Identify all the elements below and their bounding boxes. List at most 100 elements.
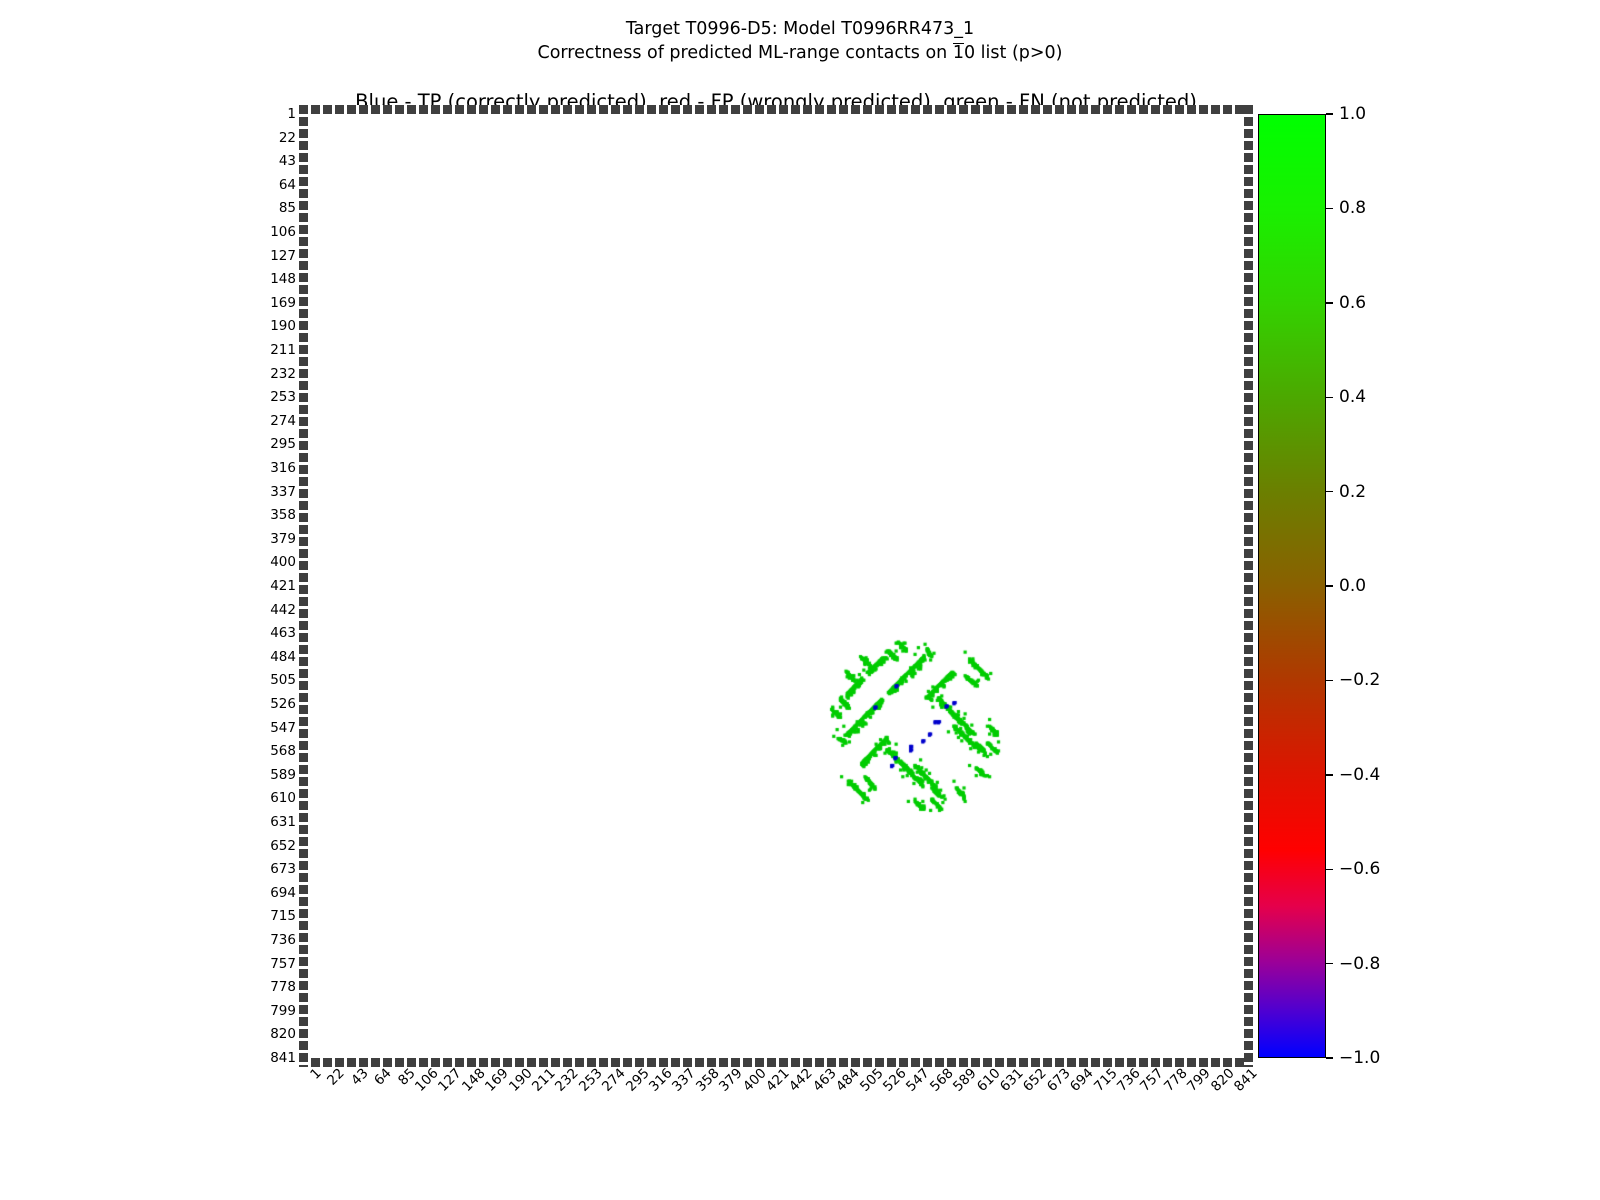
y-axis-tick-label: 421 — [270, 578, 296, 594]
x-axis-tick-label: 274 — [599, 1065, 629, 1095]
colorbar-tick-label: 0.8 — [1339, 198, 1367, 219]
y-axis-tick-label: 295 — [270, 436, 296, 453]
colorbar-tick-label: 0.6 — [1339, 292, 1367, 313]
y-axis-tick-label: 736 — [270, 932, 296, 948]
y-axis-tick-label: 631 — [270, 814, 296, 830]
x-axis-tick-label: 505 — [856, 1065, 887, 1095]
x-axis-tick-label: 820 — [1207, 1065, 1238, 1095]
y-axis-tick-label: 400 — [270, 554, 296, 571]
colorbar-tick-label: −0.4 — [1339, 764, 1381, 785]
y-axis-tick-label: 253 — [270, 389, 296, 406]
y-axis-tick-label: 778 — [270, 979, 296, 996]
x-axis-tick-label: 778 — [1160, 1065, 1191, 1095]
x-axis-tick-label: 568 — [926, 1065, 957, 1095]
figure-title-line-2: Correctness of predicted ML-range contac… — [0, 42, 1600, 66]
contact-map-canvas — [308, 114, 1244, 1058]
x-axis-tick-label: 484 — [833, 1065, 863, 1095]
y-axis-tick-label: 127 — [270, 247, 296, 264]
axis-spine-right — [1244, 105, 1253, 1067]
colorbar-tick-label: 0.4 — [1339, 387, 1367, 408]
colorbar-tick-mark — [1326, 207, 1333, 210]
colorbar-tick-mark — [1326, 962, 1333, 965]
x-axis-tick-label: 232 — [552, 1065, 582, 1095]
colorbar-tick-mark — [1326, 113, 1333, 115]
x-axis-tick-label: 652 — [1020, 1065, 1050, 1095]
colorbar: 1.0 0.8 0.6 0.4 0.2 0.0 −0.2 −0.4 −0.6 −0.8 −1.0 — [1258, 104, 1380, 1068]
x-axis-tick-label: 148 — [458, 1065, 489, 1095]
y-axis-tick-label: 148 — [270, 271, 296, 288]
title-suffix-text: 0 list (p>0) — [963, 42, 1063, 63]
y-axis-tick-label: 568 — [270, 743, 296, 760]
x-axis-tick-label: 673 — [1043, 1065, 1074, 1095]
x-axis-tick-label: 694 — [1067, 1065, 1097, 1095]
colorbar-tick-label: −0.6 — [1339, 859, 1381, 880]
x-axis-tick-label: 253 — [575, 1065, 606, 1095]
y-axis-tick-label: 316 — [270, 460, 296, 476]
contact-map-axes — [299, 105, 1253, 1067]
y-axis-tick-label: 337 — [270, 483, 296, 500]
x-axis-tick-label: 358 — [692, 1065, 723, 1095]
x-axis-tick-label: 400 — [739, 1065, 770, 1095]
y-axis-tick-label: 85 — [278, 200, 296, 217]
colorbar-tick-label: −1.0 — [1339, 1048, 1381, 1068]
colorbar-tick-label: 0.0 — [1339, 576, 1367, 596]
axis-spine-left — [299, 105, 308, 1067]
y-axis-tick-label: 820 — [270, 1026, 296, 1043]
figure-title-line-1: Target T0996-D5: Model T0996RR473_1 — [625, 19, 975, 39]
y-axis-tick-label: 379 — [270, 530, 296, 547]
axis-spine-top — [299, 105, 1253, 114]
colorbar-tick-label: 1.0 — [1339, 104, 1367, 124]
x-axis-tick-label: 337 — [669, 1065, 699, 1095]
y-axis-tick-label: 43 — [278, 153, 296, 170]
colorbar-tick-mark — [1326, 1057, 1333, 1059]
colorbar-tick-label: −0.2 — [1339, 670, 1381, 691]
colorbar-tick-mark — [1326, 585, 1333, 587]
y-axis-tick-label: 1 — [287, 106, 296, 122]
colorbar-tick-label: −0.8 — [1339, 953, 1381, 974]
x-axis-tick-label: 43 — [347, 1065, 372, 1089]
y-axis-tick-label: 610 — [270, 790, 296, 807]
colorbar-tick-mark — [1326, 302, 1333, 304]
y-axis-tick-label: 274 — [270, 412, 296, 429]
y-axis-tick-label: 484 — [270, 648, 296, 665]
x-axis-tick-label: 22 — [324, 1065, 348, 1089]
y-axis-tick-label: 589 — [270, 766, 296, 783]
y-axis-tick-label: 358 — [270, 507, 296, 524]
y-axis-tick-label: 841 — [270, 1050, 296, 1066]
x-axis-tick-label: 190 — [505, 1065, 536, 1095]
y-axis-tick-label: 169 — [270, 294, 296, 311]
y-axis-tick-label: 463 — [270, 625, 296, 642]
y-axis-tick-label: 526 — [270, 696, 296, 712]
x-axis-tick-label: 295 — [622, 1065, 653, 1095]
x-axis-tick-label: 1 — [307, 1065, 325, 1083]
y-axis-tick-label: 442 — [270, 601, 296, 618]
y-axis-tick-label: 211 — [270, 342, 296, 358]
y-axis-tick-label: 106 — [270, 224, 296, 240]
x-axis-tick-label: 589 — [950, 1065, 980, 1095]
y-axis-tick-label: 547 — [270, 719, 296, 736]
y-axis-tick-label: 505 — [270, 672, 296, 689]
y-axis-tick-labels: 1 22 43 64 85 106 127 148 169 190 211 232 253 274 295 3… — [228, 107, 296, 1065]
y-axis-tick-label: 64 — [278, 176, 296, 193]
y-axis-tick-label: 232 — [270, 365, 296, 382]
colorbar-tick-mark — [1326, 868, 1333, 870]
y-axis-tick-label: 673 — [270, 861, 296, 878]
x-axis-tick-label: 442 — [786, 1065, 816, 1095]
y-axis-tick-label: 799 — [270, 1002, 296, 1019]
axis-spine-bottom — [299, 1058, 1253, 1067]
x-axis-tick-label: 64 — [371, 1065, 395, 1089]
y-axis-tick-label: 190 — [270, 318, 296, 335]
colorbar-tick-mark — [1326, 490, 1333, 493]
colorbar-tick-labels: 1.0 0.8 0.6 0.4 0.2 0.0 −0.2 −0.4 −0.6 −0.8 −1.0 — [1326, 104, 1406, 1068]
x-axis-tick-label: 169 — [482, 1065, 512, 1095]
figure-title-block: Target T0996-D5: Model T0996RR473_1 Corr… — [0, 18, 1600, 65]
title-overline-one: 1 — [952, 42, 964, 63]
x-axis-tick-label: 841 — [1231, 1065, 1261, 1095]
colorbar-tick-mark — [1326, 774, 1333, 776]
x-axis-tick-label: 715 — [1090, 1065, 1121, 1095]
colorbar-tick-mark — [1326, 396, 1333, 398]
y-axis-tick-label: 694 — [270, 884, 296, 901]
y-axis-tick-label: 715 — [270, 908, 296, 925]
x-axis-tick-label: 547 — [903, 1065, 933, 1095]
x-axis-tick-label: 463 — [809, 1065, 840, 1095]
